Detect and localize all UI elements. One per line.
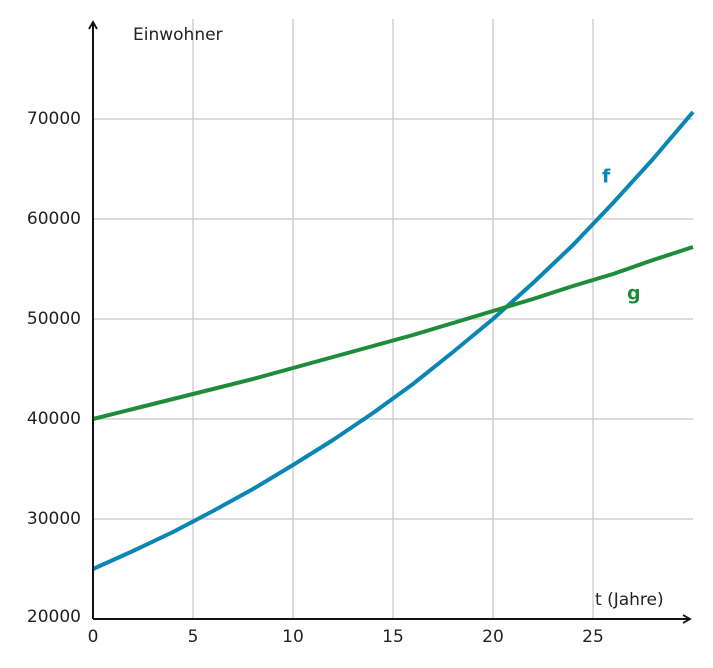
series-line xyxy=(92,110,695,571)
x-tick-label: 5 xyxy=(188,627,199,647)
x-tick-label: 20 xyxy=(482,627,504,647)
y-tick-label: 40000 xyxy=(27,409,81,429)
lines xyxy=(92,110,695,571)
y-tick-label: 60000 xyxy=(27,209,81,229)
series-line xyxy=(92,245,694,421)
x-tick-label: 0 xyxy=(88,627,99,647)
y-tick-label: 50000 xyxy=(27,309,81,329)
y-axis-label: Einwohner xyxy=(133,25,223,45)
x-tick-label: 25 xyxy=(582,627,604,647)
y-tick-label: 20000 xyxy=(27,607,81,627)
y-tick-label: 30000 xyxy=(27,509,81,529)
series-label: f xyxy=(602,166,611,188)
x-tick-label: 10 xyxy=(282,627,304,647)
x-axis-label: t (Jahre) xyxy=(595,590,664,610)
y-tick-label: 70000 xyxy=(27,109,81,129)
grid xyxy=(93,19,693,619)
series-label: g xyxy=(627,283,641,305)
x-tick-label: 15 xyxy=(382,627,404,647)
